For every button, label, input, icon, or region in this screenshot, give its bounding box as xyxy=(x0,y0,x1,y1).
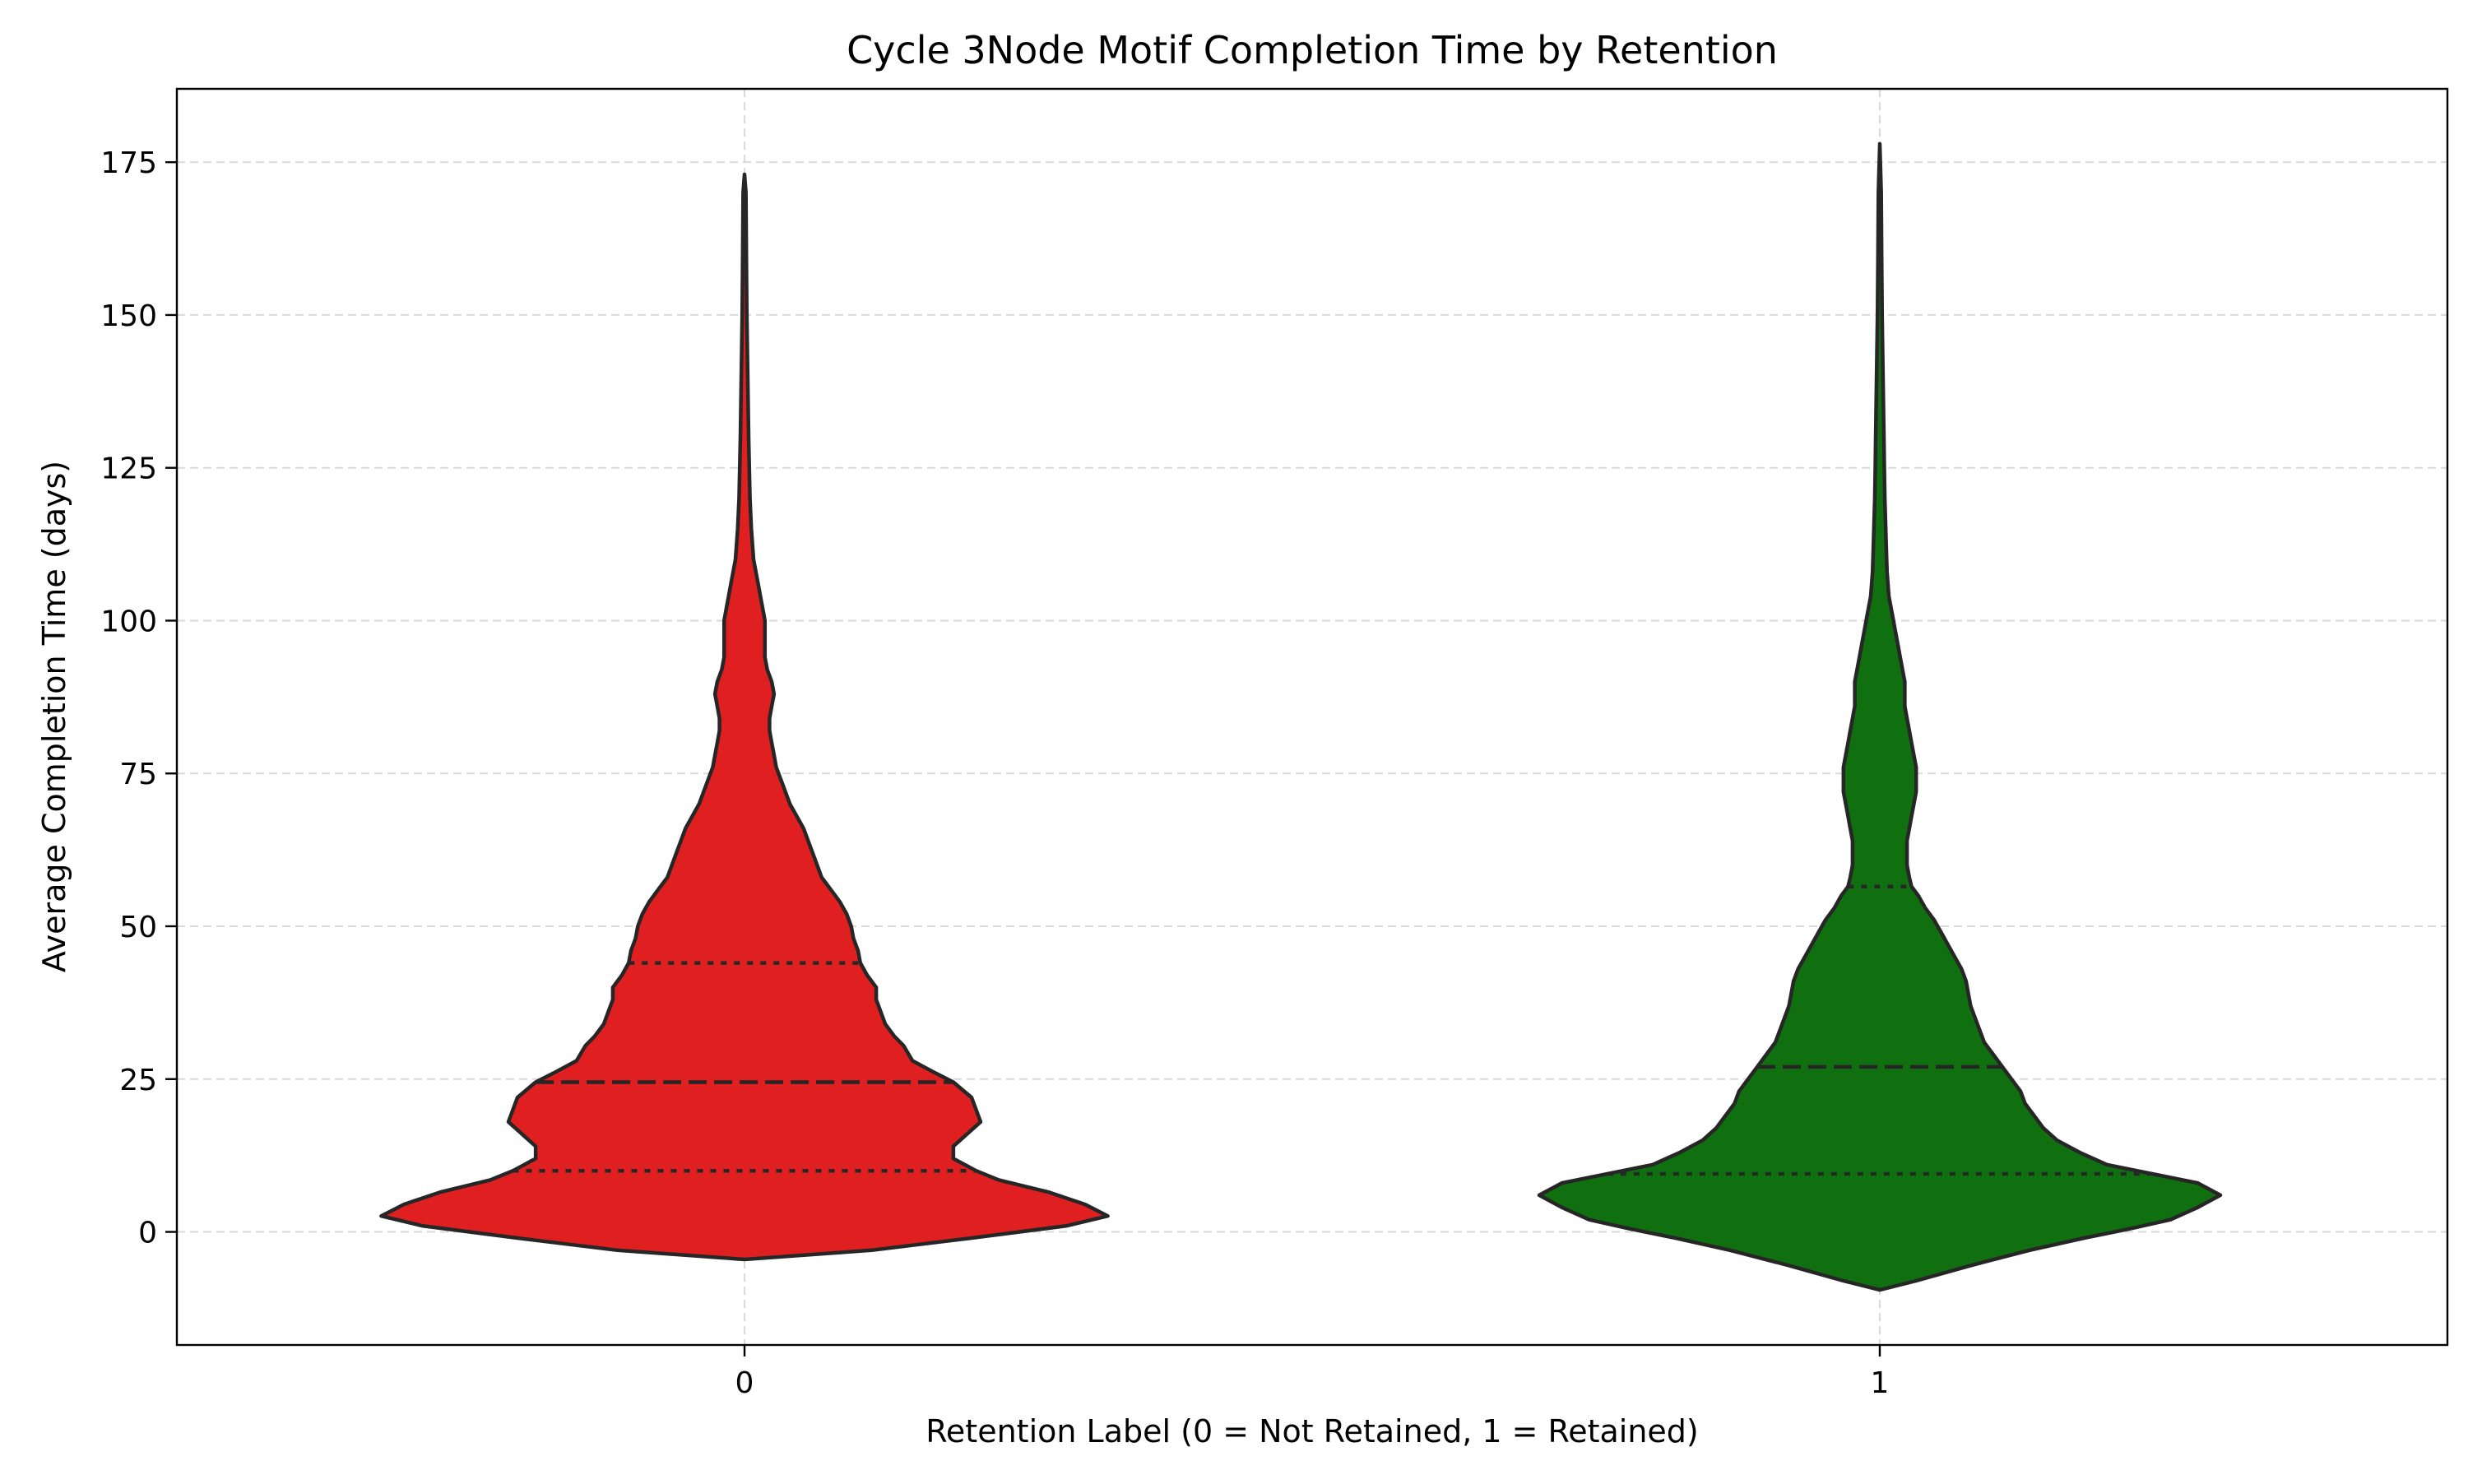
violin-layer xyxy=(379,141,2223,1292)
y-axis-label: Average Completion Time (days) xyxy=(36,461,72,972)
y-tick-label: 150 xyxy=(100,299,157,333)
y-tick-label: 25 xyxy=(119,1064,157,1097)
violin-1 xyxy=(1537,141,2223,1292)
x-axis-label: Retention Label (0 = Not Retained, 1 = R… xyxy=(926,1413,1699,1449)
x-tick-label: 1 xyxy=(1871,1366,1890,1400)
axis-layer: 0 25 50 75 100 125 150 175 0 1 xyxy=(100,146,1889,1400)
violin-0 xyxy=(379,172,1110,1262)
y-tick-label: 175 xyxy=(100,146,157,180)
chart-title: Cycle 3Node Motif Completion Time by Ret… xyxy=(847,28,1778,72)
plot-frame xyxy=(175,87,2449,1347)
y-tick-label: 100 xyxy=(100,605,157,638)
y-tick-label: 0 xyxy=(138,1217,157,1250)
x-tick-label: 0 xyxy=(735,1366,754,1400)
y-tick-label: 125 xyxy=(100,452,157,486)
y-tick-label: 50 xyxy=(119,911,157,944)
y-tick-label: 75 xyxy=(119,758,157,791)
